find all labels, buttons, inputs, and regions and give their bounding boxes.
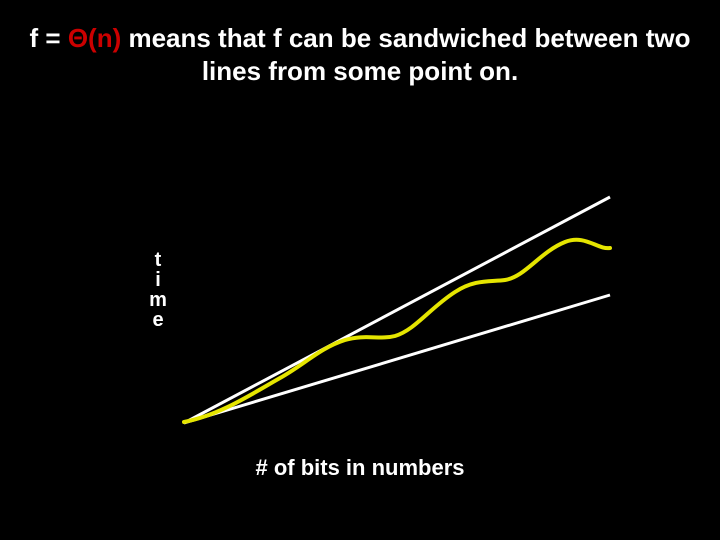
ylabel-char: i	[148, 270, 168, 290]
ylabel-char: e	[148, 310, 168, 330]
ylabel-char: m	[148, 290, 168, 310]
lower-bound-line	[184, 295, 610, 423]
title-rest: means that f can be sandwiched between t…	[121, 23, 690, 86]
x-axis-label: # of bits in numbers	[0, 455, 720, 481]
slide-title: f = Θ(n) means that f can be sandwiched …	[0, 22, 720, 87]
function-curve	[184, 240, 610, 422]
y-axis-label: t i m e	[148, 250, 168, 330]
chart-svg	[170, 190, 620, 430]
chart-area	[170, 190, 620, 430]
upper-bound-line	[184, 197, 610, 423]
ylabel-char: t	[148, 250, 168, 270]
title-prefix: f =	[30, 23, 68, 53]
title-theta: Θ(n)	[68, 23, 121, 53]
